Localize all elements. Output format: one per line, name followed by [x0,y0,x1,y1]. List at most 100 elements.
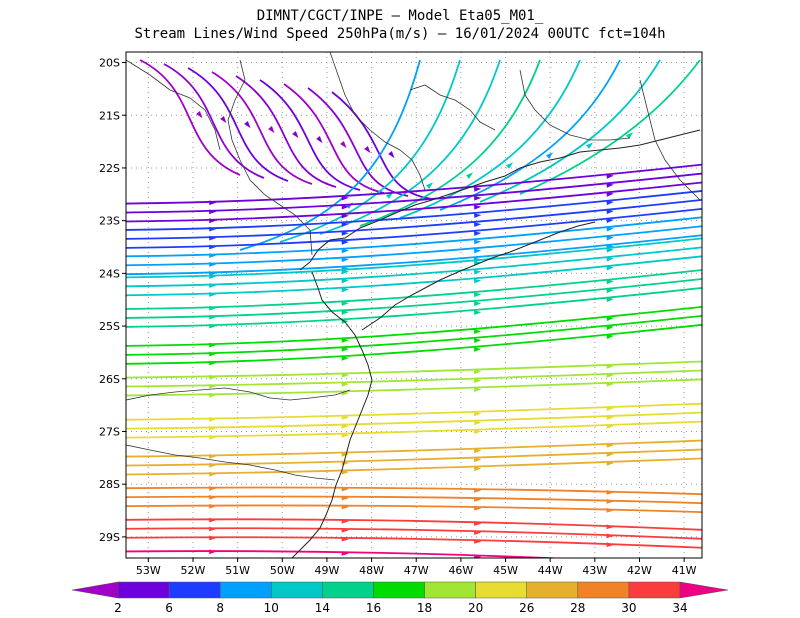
coastline-sp [361,221,596,331]
streamline-arrow [209,351,217,357]
lat-tick-label: 28S [99,478,120,491]
streamline-arrow [474,420,482,426]
lat-tick-label: 20S [99,57,120,70]
streamline-arrow [292,131,299,139]
streamline-arrow [341,469,349,475]
streamline-arrow [341,423,349,429]
streamline [126,457,702,476]
streamline-arrow [209,270,217,276]
lat-tick-label: 27S [99,426,120,439]
streamline-arrow [466,172,474,179]
lon-tick-label: 50W [270,564,295,577]
streamline-arrow [209,274,217,279]
streamline-arrow [341,495,349,501]
lon-tick-label: 45W [493,564,518,577]
streamline-arrow [341,346,349,352]
streamline-arrow [346,202,354,209]
streamline [283,83,385,194]
plot-border [125,51,703,559]
streamline-arrow [209,305,217,311]
colorbar-swatch [168,581,221,599]
streamline-arrow [473,231,482,236]
streamline-arrow [606,489,614,495]
colorbar-label: 14 [315,601,330,615]
lon-tick-label: 42W [627,564,652,577]
streamline-arrow [209,471,217,477]
streamline [126,287,702,328]
streamline-arrow [209,535,217,541]
streamline-arrow [341,486,349,492]
streamline [126,439,702,458]
streamline [126,504,702,514]
streamline-arrow [607,568,614,573]
streamline [126,246,702,288]
coastline [299,129,701,271]
streamline-arrow [209,383,217,389]
streamline [126,269,702,310]
streamline-arrow [209,283,217,288]
streamline-arrow [606,372,614,378]
streamline-arrow [606,443,614,448]
streamline-arrow [474,554,482,558]
colorbar-label: 34 [672,601,687,615]
state-border-8 [519,69,631,141]
streamline-arrow [342,569,349,574]
colorbar-label: 26 [519,601,534,615]
streamline [259,79,361,191]
streamline [126,163,702,205]
streamline-arrow [341,222,349,227]
streamline-arrow [341,415,349,420]
streamline [126,172,702,214]
streamline-arrow [341,451,349,457]
streamline-arrow [341,551,349,556]
streamline-arrow [606,218,614,224]
streamline [126,369,702,388]
state-border-3 [227,59,313,256]
streamline-arrow [474,487,482,493]
streamline-arrow [606,265,614,271]
streamline-arrow [606,182,614,188]
colorbar-label: 30 [621,601,636,615]
streamline [126,199,702,240]
streamline-arrow [341,310,349,315]
streamline-arrow [606,415,614,420]
streamline-arrow [209,314,217,320]
streamline-arrow [473,239,482,245]
streamline [126,255,702,297]
streamline [331,91,433,200]
streamline-arrow [341,355,349,361]
streamline-arrow [606,200,614,206]
chart-subtitle: Stream Lines/Wind Speed 250hPa(m/s) – 16… [134,26,666,42]
lat-tick-label: 21S [99,109,120,122]
streamline-arrow [473,329,482,335]
streamline-arrow [209,360,217,366]
streamline-arrow [473,278,482,284]
state-border-2 [126,444,336,481]
streamline [239,59,421,251]
colorbar-high-arrow [679,581,729,599]
streamline-arrow [474,521,482,526]
streamline-arrow [209,416,217,422]
streamline-arrow [209,549,217,555]
streamline-arrow [341,257,349,263]
streamline-arrow [473,347,482,352]
state-border-4 [329,52,426,191]
lon-tick-label: 52W [181,564,206,577]
streamline-arrow [209,494,217,500]
streamline-arrow [474,538,482,544]
state-border-7 [126,59,221,151]
streamline [126,278,702,319]
streamline-arrow [341,536,349,542]
streamline-arrow [586,142,594,149]
streamline [126,378,702,397]
streamline [187,67,289,182]
streamline-arrow [341,504,349,510]
streamline-arrow [209,218,217,224]
lon-tick-label: 49W [314,564,339,577]
streamline [126,448,702,467]
latitude-axis: 20S 21S 22S 23S 24S 25S 26S 27S 28S 29S [99,57,126,544]
coastline-south [291,271,373,558]
streamline-arrow [341,527,349,533]
colorbar-swatch [219,581,272,599]
